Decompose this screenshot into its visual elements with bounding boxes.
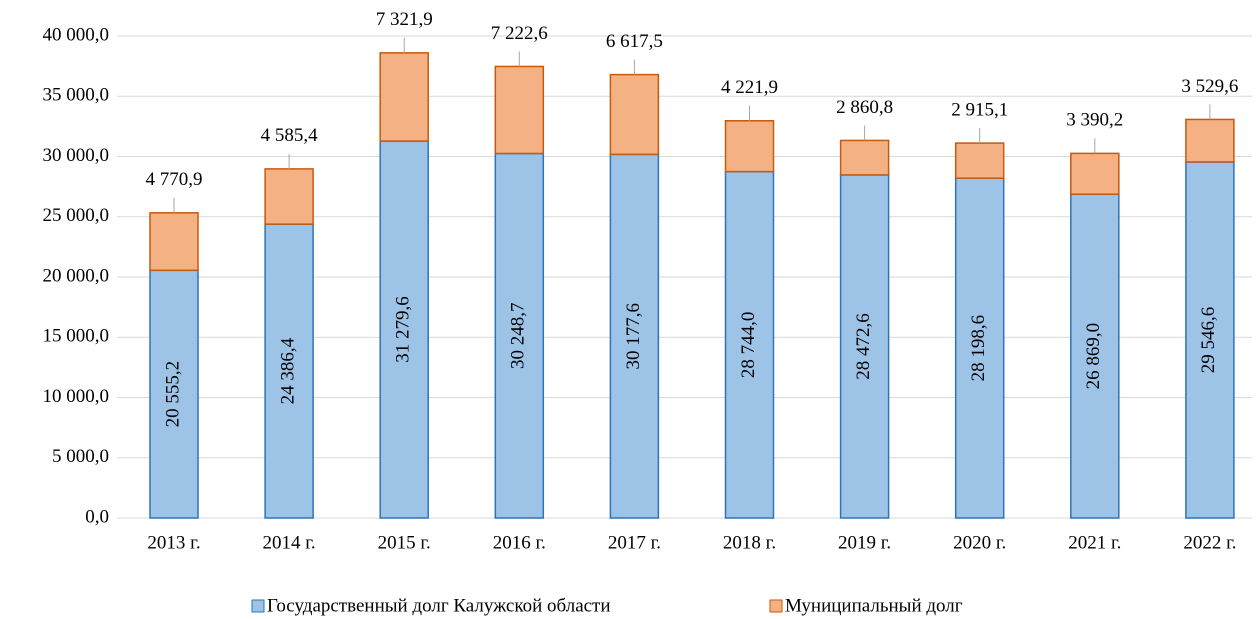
bar-segment xyxy=(839,139,890,176)
data-label: 7 321,9 xyxy=(376,9,433,30)
data-label: 29 546,6 xyxy=(1198,307,1219,374)
bar-segment xyxy=(954,177,1005,519)
bar-segment xyxy=(1070,152,1120,195)
data-label: 31 279,6 xyxy=(393,296,414,363)
bar-segment xyxy=(724,170,775,519)
bar-segment xyxy=(1185,161,1235,519)
bar-segment xyxy=(149,269,199,519)
bar-segment xyxy=(954,142,1005,179)
bar-segment xyxy=(494,65,545,155)
bar-segment xyxy=(609,73,660,156)
data-label: 4 585,4 xyxy=(261,125,319,146)
legend-label: Государственный долг Калужской области xyxy=(267,595,611,616)
bar-segment xyxy=(724,120,775,173)
x-tick-label: 2020 г. xyxy=(953,532,1006,553)
bar-segment xyxy=(609,153,660,519)
y-tick-label: 25 000,0 xyxy=(43,205,110,226)
data-label: 28 472,6 xyxy=(853,313,874,380)
bar-segment xyxy=(379,52,429,142)
data-label: 2 860,8 xyxy=(836,97,893,118)
data-label: 4 770,9 xyxy=(146,169,203,190)
y-tick-label: 5 000,0 xyxy=(52,446,109,467)
legend-swatch xyxy=(769,599,783,613)
bar-segment xyxy=(149,212,199,272)
x-tick-label: 2022 г. xyxy=(1183,532,1236,553)
data-label: 28 198,6 xyxy=(968,315,989,382)
x-tick-label: 2017 г. xyxy=(608,532,661,553)
data-label: 3 529,6 xyxy=(1181,76,1238,97)
y-tick-label: 40 000,0 xyxy=(43,24,110,45)
data-label: 28 744,0 xyxy=(738,312,759,379)
y-tick-label: 0,0 xyxy=(85,506,109,527)
x-tick-label: 2014 г. xyxy=(263,532,316,553)
data-label: 2 915,1 xyxy=(951,99,1008,120)
bar-segment xyxy=(264,168,314,225)
x-tick-label: 2021 г. xyxy=(1068,532,1121,553)
x-tick-label: 2019 г. xyxy=(838,532,891,553)
data-label: 30 248,7 xyxy=(508,303,529,370)
y-tick-label: 10 000,0 xyxy=(43,386,110,407)
bar-segment xyxy=(264,223,314,519)
data-label: 7 222,6 xyxy=(491,23,548,44)
bar-segment xyxy=(1185,118,1235,163)
legend-label: Муниципальный долг xyxy=(785,595,963,616)
bar-segment xyxy=(1070,193,1120,519)
bar-segment xyxy=(379,140,429,519)
data-label: 26 869,0 xyxy=(1083,323,1104,390)
legend-swatch xyxy=(251,599,265,613)
y-tick-label: 20 000,0 xyxy=(43,265,110,286)
data-label: 30 177,6 xyxy=(623,303,644,370)
y-tick-label: 15 000,0 xyxy=(43,326,110,347)
data-label: 6 617,5 xyxy=(606,31,663,52)
data-label: 3 390,2 xyxy=(1066,110,1123,131)
y-tick-label: 30 000,0 xyxy=(43,145,110,166)
x-tick-label: 2018 г. xyxy=(723,532,776,553)
x-tick-label: 2015 г. xyxy=(378,532,431,553)
data-label: 24 386,4 xyxy=(277,337,298,404)
x-tick-label: 2013 г. xyxy=(147,532,200,553)
data-label: 20 555,2 xyxy=(162,361,183,428)
data-label: 4 221,9 xyxy=(721,77,778,98)
y-tick-label: 35 000,0 xyxy=(43,85,110,106)
x-tick-label: 2016 г. xyxy=(493,532,546,553)
